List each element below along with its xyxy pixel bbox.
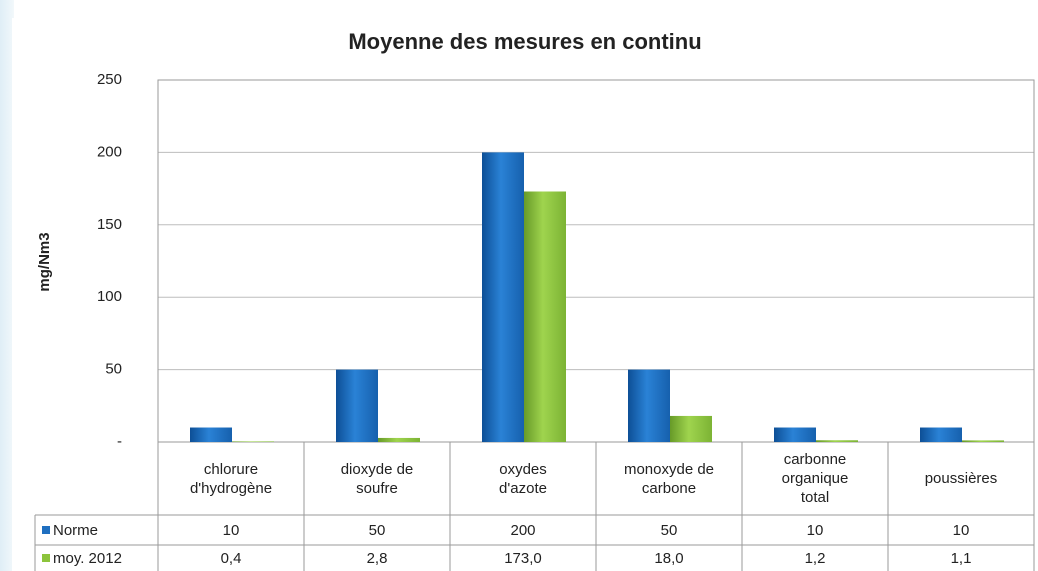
- bar: [670, 415, 712, 442]
- y-tick-label: 100: [97, 288, 122, 305]
- bar: [962, 440, 1004, 442]
- legend-swatch: [42, 554, 50, 562]
- bar: [816, 440, 858, 442]
- table-value: 1,2: [805, 550, 826, 567]
- chart-title: Moyenne des mesures en continu: [348, 29, 701, 54]
- table-value: 200: [510, 522, 535, 539]
- table-value: 2,8: [367, 550, 388, 567]
- y-tick-label: 200: [97, 143, 122, 160]
- bar: [920, 427, 962, 442]
- category-label: chlorure d'hydrogène: [158, 442, 304, 515]
- y-tick-label: 150: [97, 216, 122, 233]
- y-tick-label: 50: [105, 361, 122, 378]
- table-value: 50: [369, 522, 386, 539]
- table-value: 1,1: [951, 550, 972, 567]
- category-label: oxydes d'azote: [450, 442, 596, 515]
- table-value: 0,4: [221, 550, 242, 567]
- table-value: 173,0: [504, 550, 542, 567]
- bar: [378, 437, 420, 442]
- bar: [336, 369, 378, 442]
- category-label: poussières: [888, 442, 1034, 515]
- bar: [190, 427, 232, 442]
- table-value: 10: [223, 522, 240, 539]
- bar: [524, 191, 566, 442]
- table-value: 10: [953, 522, 970, 539]
- category-text: poussières: [924, 470, 998, 487]
- table-value: 10: [807, 522, 824, 539]
- bar: [482, 152, 524, 442]
- legend-label: moy. 2012: [53, 550, 122, 567]
- category-text: oxydes d'azote: [499, 460, 547, 497]
- table-value: 50: [661, 522, 678, 539]
- category-text: dioxyde de soufre: [340, 460, 414, 497]
- bar: [232, 441, 274, 442]
- category-text: monoxyde de carbone: [623, 460, 715, 497]
- category-label: carbonne organique total: [742, 442, 888, 515]
- legend-label: Norme: [53, 522, 98, 539]
- y-tick-label: -: [117, 433, 122, 450]
- bar: [628, 369, 670, 442]
- bar: [774, 427, 816, 442]
- category-text: carbonne organique total: [781, 451, 849, 506]
- category-text: chlorure d'hydrogène: [189, 460, 273, 497]
- y-tick-label: 250: [97, 71, 122, 88]
- y-axis-label: mg/Nm3: [36, 232, 53, 291]
- category-label: monoxyde de carbone: [596, 442, 742, 515]
- legend-swatch: [42, 526, 50, 534]
- category-label: dioxyde de soufre: [304, 442, 450, 515]
- table-value: 18,0: [654, 550, 683, 567]
